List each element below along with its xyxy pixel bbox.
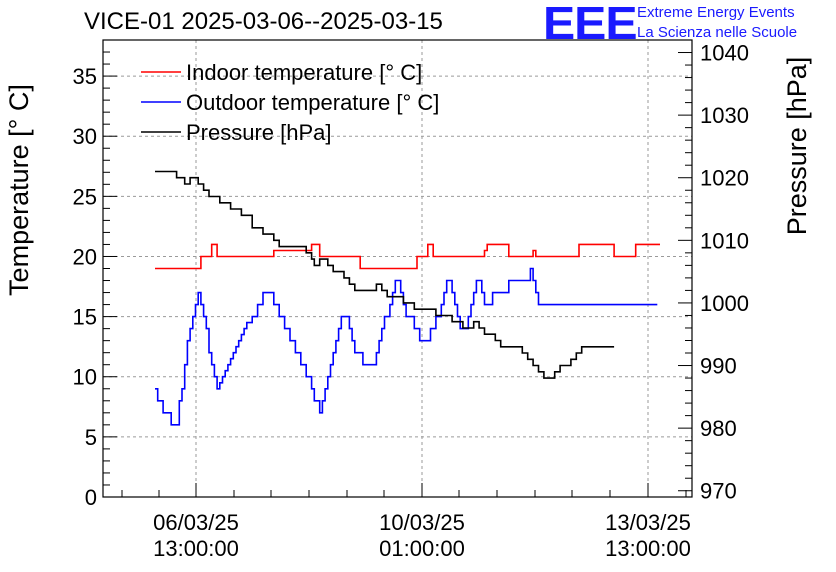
y-tick-label: 25 [73, 184, 97, 209]
x-tick-label: 13:00:00 [605, 536, 691, 561]
x-tick-label: 01:00:00 [379, 536, 465, 561]
series-line-outdoor [155, 267, 658, 426]
y2-tick-label: 1040 [700, 41, 749, 66]
y-tick-label: 35 [73, 64, 97, 89]
y2-tick-label: 1010 [700, 228, 749, 253]
legend-label: Pressure [hPa] [186, 120, 332, 145]
y-tick-label: 0 [85, 485, 97, 510]
y2-tick-label: 980 [700, 416, 737, 441]
logo-line-2: La Scienza nelle Scuole [637, 24, 798, 41]
chart-title: VICE-01 2025-03-06--2025-03-15 [84, 8, 443, 35]
y2-tick-label: 1030 [700, 103, 749, 128]
series-line-pressure [155, 170, 615, 379]
series-line-indoor [155, 243, 660, 270]
y-tick-label: 5 [85, 425, 97, 450]
x-tick-label: 13/03/25 [605, 510, 691, 535]
logo-line-1: Extreme Energy Events [637, 4, 795, 21]
y2-tick-label: 1020 [700, 166, 749, 191]
y-tick-label: 10 [73, 365, 97, 390]
x-tick-label: 10/03/25 [379, 510, 465, 535]
y2-tick-label: 970 [700, 479, 737, 504]
y-tick-label: 30 [73, 124, 97, 149]
eee-logo: EEE [543, 0, 638, 49]
y-tick-label: 20 [73, 244, 97, 269]
y-tick-label: 15 [73, 305, 97, 330]
y-axis-label: Temperature [° C] [4, 84, 34, 296]
y2-tick-label: 990 [700, 354, 737, 379]
y2-tick-label: 1000 [700, 291, 749, 316]
x-tick-label: 13:00:00 [153, 536, 239, 561]
x-tick-label: 06/03/25 [153, 510, 239, 535]
legend-label: Outdoor temperature [° C] [186, 90, 439, 115]
y2-axis-label: Pressure [hPa] [782, 57, 812, 236]
legend-label: Indoor temperature [° C] [186, 60, 422, 85]
